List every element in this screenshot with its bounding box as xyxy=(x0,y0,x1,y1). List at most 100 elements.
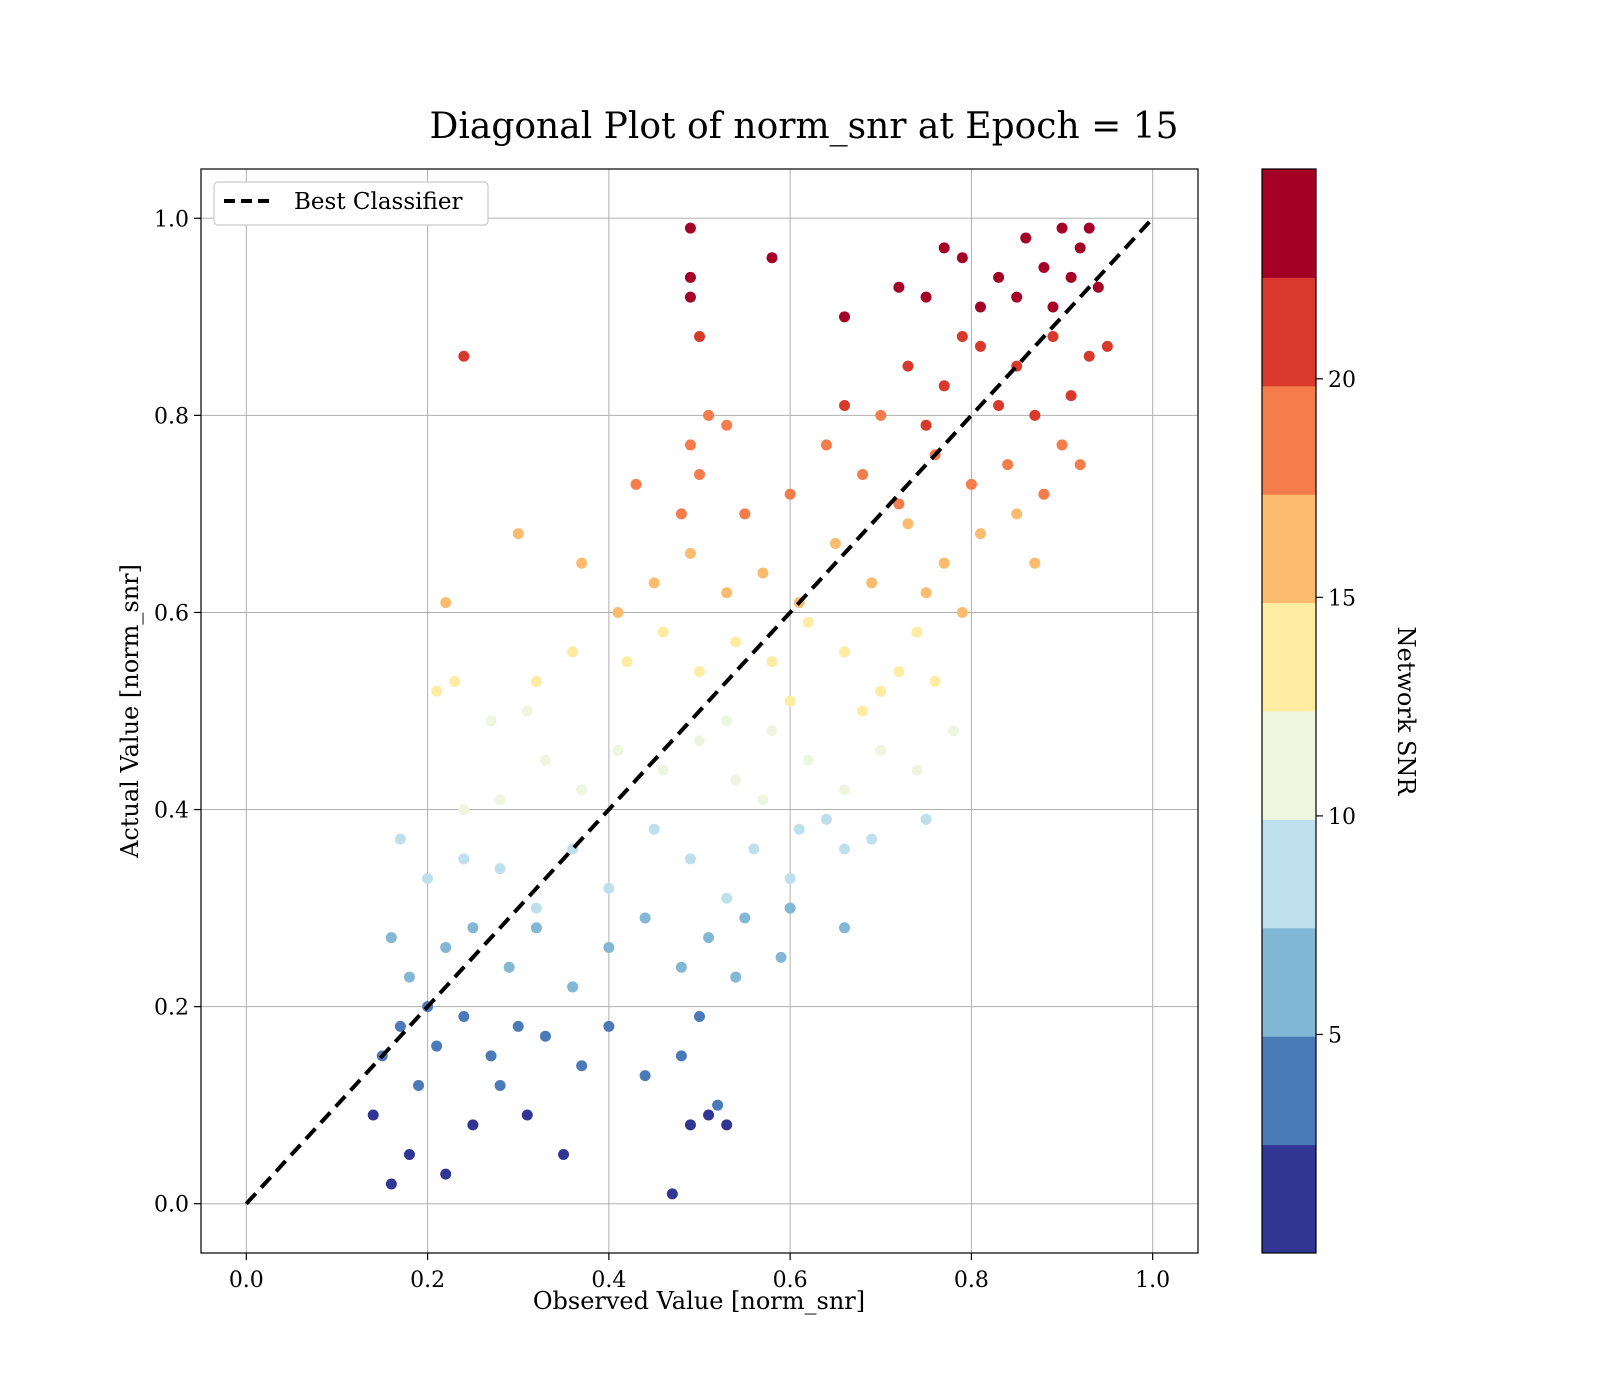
scatter-point xyxy=(866,577,878,589)
scatter-point xyxy=(1047,301,1059,313)
scatter-point xyxy=(449,675,461,687)
y-tick-label: 0.2 xyxy=(154,996,189,1021)
legend: Best Classifier xyxy=(213,181,489,226)
scatter-point xyxy=(920,419,932,431)
scatter-point xyxy=(394,1020,406,1032)
scatter-point xyxy=(974,340,986,352)
scatter-point xyxy=(494,1079,506,1091)
scatter-point xyxy=(775,951,787,963)
scatter-point xyxy=(512,1020,524,1032)
scatter-point xyxy=(458,1010,470,1022)
scatter-point xyxy=(675,1050,687,1062)
scatter-point xyxy=(1065,390,1077,402)
best-classifier-line xyxy=(244,216,1155,1206)
y-tick-label: 0.6 xyxy=(154,601,189,626)
scatter-point xyxy=(385,932,397,944)
scatter-point xyxy=(993,271,1005,283)
scatter-point xyxy=(703,932,715,944)
scatter-point xyxy=(712,1099,724,1111)
scatter-point xyxy=(1065,271,1077,283)
colorbar-tick-label: 20 xyxy=(1328,368,1356,393)
scatter-point xyxy=(938,380,950,392)
scatter-point xyxy=(829,537,841,549)
scatter-point xyxy=(440,597,452,609)
scatter-point xyxy=(802,616,814,628)
scatter-point xyxy=(721,587,733,599)
scatter-point xyxy=(956,331,968,343)
plot-frame xyxy=(200,168,1199,1254)
scatter-point xyxy=(947,725,959,737)
scatter-point xyxy=(1056,439,1068,451)
scatter-point xyxy=(739,912,751,924)
scatter-point xyxy=(902,360,914,372)
scatter-point xyxy=(694,666,705,678)
scatter-point xyxy=(684,222,696,234)
plot-area xyxy=(200,168,1199,1254)
colorbar-tick-label: 15 xyxy=(1328,586,1356,611)
scatter-point xyxy=(367,1109,379,1121)
scatter-point xyxy=(576,1060,588,1072)
scatter-point xyxy=(857,705,869,717)
scatter-point xyxy=(648,577,660,589)
scatter-point xyxy=(521,705,533,717)
x-axis-ticks: 0.0 0.2 0.4 0.6 0.8 1.0 xyxy=(229,1253,1170,1293)
y-axis-ticks: 0.0 0.2 0.4 0.6 0.8 1.0 xyxy=(154,207,201,1218)
scatter-point xyxy=(974,301,986,313)
scatter-point xyxy=(666,1188,678,1200)
scatter-point xyxy=(730,971,742,983)
scatter-point xyxy=(657,626,669,638)
colorbar-frame xyxy=(1261,168,1317,1254)
scatter-point xyxy=(839,784,851,796)
scatter-point xyxy=(603,1020,615,1032)
scatter-point xyxy=(431,1040,443,1052)
colorbar-tick-label: 10 xyxy=(1328,805,1356,830)
scatter-point xyxy=(1101,340,1113,352)
scatter-point xyxy=(385,1178,397,1190)
scatter-point xyxy=(530,902,542,914)
scatter-point xyxy=(1029,557,1041,569)
colorbar-level xyxy=(1262,602,1316,712)
colorbar-level xyxy=(1262,169,1316,278)
scatter-point xyxy=(956,606,968,618)
scatter-point xyxy=(730,636,742,648)
scatter-point xyxy=(675,508,687,520)
scatter-point xyxy=(485,1050,497,1062)
scatter-point xyxy=(929,675,941,687)
scatter-point xyxy=(467,922,479,934)
scatter-point xyxy=(820,439,832,451)
scatter-point xyxy=(1083,350,1095,362)
scatter-point xyxy=(839,843,851,855)
scatter-point xyxy=(956,252,968,264)
scatter-point xyxy=(539,1030,551,1042)
colorbar-label: Network SNR xyxy=(1392,627,1420,797)
scatter-point xyxy=(603,882,615,894)
x-tick-label: 0.6 xyxy=(773,1268,808,1293)
scatter-point xyxy=(1092,281,1104,293)
scatter-point xyxy=(567,981,579,993)
y-tick-label: 0.4 xyxy=(154,799,189,824)
scatter-point xyxy=(721,1119,733,1131)
scatter-point xyxy=(694,468,705,480)
x-tick-label: 1.0 xyxy=(1135,1268,1170,1293)
y-axis-label: Actual Value [norm_snr] xyxy=(116,564,144,859)
scatter-point xyxy=(875,744,887,756)
scatter-point xyxy=(612,744,624,756)
scatter-point xyxy=(766,252,778,264)
scatter-point xyxy=(494,863,506,875)
colorbar-level xyxy=(1262,277,1316,387)
scatter-point xyxy=(630,478,642,490)
scatter-point xyxy=(458,350,470,362)
colorbar-level xyxy=(1262,927,1316,1037)
scatter-point xyxy=(757,794,769,806)
scatter-point xyxy=(440,942,452,954)
scatter-point xyxy=(703,409,715,421)
scatter-point xyxy=(784,873,796,885)
scatter-point xyxy=(757,567,769,579)
scatter-point xyxy=(639,912,651,924)
scatter-point xyxy=(422,873,434,885)
scatter-point xyxy=(993,400,1005,412)
chart-title: Diagonal Plot of norm_snr at Epoch = 15 xyxy=(429,106,1178,147)
scatter-point xyxy=(802,754,814,766)
scatter-point xyxy=(721,892,733,904)
scatter-point xyxy=(458,804,470,816)
